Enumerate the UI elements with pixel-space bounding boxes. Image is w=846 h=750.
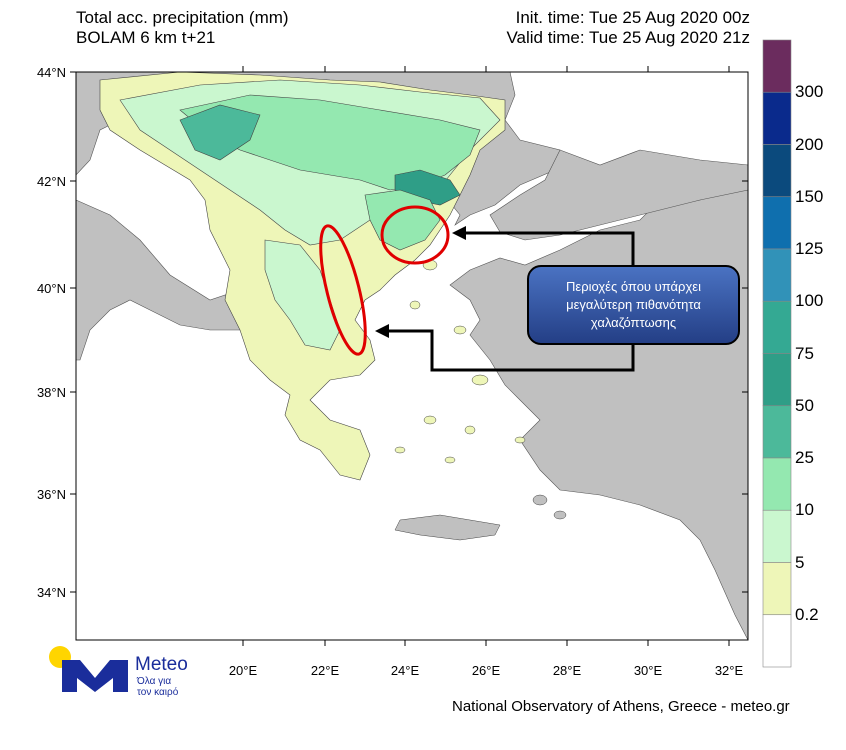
- lon-label-30: 30°E: [634, 663, 663, 678]
- land-precip: [99, 71, 506, 481]
- colorbar-label: 150: [795, 186, 824, 206]
- footer-credit: National Observatory of Athens, Greece -…: [452, 698, 790, 715]
- colorbar-swatch: [762, 509, 792, 563]
- colorbar-swatch: [762, 248, 792, 302]
- init-time: Init. time: Tue 25 Aug 2020 00z: [515, 8, 750, 27]
- lat-label-40: 40°N: [37, 281, 66, 296]
- colorbar-swatch: [762, 562, 792, 616]
- colorbar-label: 25: [795, 448, 814, 467]
- lon-label-20: 20°E: [229, 663, 258, 678]
- colorbar-label: 10: [795, 500, 814, 520]
- colorbar-swatch: [762, 457, 792, 511]
- arrow-head-north: [452, 226, 466, 240]
- lon-label-28: 28°E: [553, 663, 582, 678]
- annotation-line-1: Περιοχές όπου υπάρχει: [566, 279, 701, 294]
- hail-region-west: [319, 224, 367, 356]
- lat-label-38: 38°N: [37, 385, 66, 400]
- islands: [394, 259, 567, 541]
- colorbar-label: 50: [795, 395, 814, 415]
- colorbar-swatch: [762, 196, 792, 250]
- lat-label-44: 44°N: [37, 65, 66, 80]
- annotation-arrows: [388, 231, 635, 372]
- arrow-head-west: [375, 324, 389, 338]
- colorbar-swatch: [762, 405, 792, 459]
- logo-name: Meteo: [135, 654, 188, 675]
- lat-label-34: 34°N: [37, 585, 66, 600]
- lat-ticks: [70, 71, 748, 593]
- lon-ticks: [242, 66, 730, 646]
- colorbar-label: 300: [795, 82, 824, 102]
- colorbar-label: 100: [795, 291, 824, 311]
- annotation-line-2: μεγαλύτερη πιθανότητα: [566, 297, 701, 312]
- colorbar-swatch: [762, 39, 792, 93]
- lon-label-22: 22°E: [311, 663, 340, 678]
- colorbar-swatch: [762, 614, 792, 668]
- colorbar-label: 200: [795, 134, 824, 154]
- annotation-line-3: χαλαζόπτωσης: [590, 315, 677, 330]
- logo-tagline-1: Όλα για: [137, 676, 172, 687]
- colorbar-label: 0.2: [795, 604, 819, 624]
- logo-tagline-2: τον καιρό: [137, 687, 179, 698]
- hail-annotation-box: Περιοχές όπου υπάρχει μεγαλύτερη πιθανότ…: [527, 265, 740, 345]
- colorbar-label: 125: [795, 239, 824, 258]
- lat-label-42: 42°N: [37, 174, 66, 189]
- title-model: BOLAM 6 km t+21: [76, 28, 216, 47]
- valid-time: Valid time: Tue 25 Aug 2020 21z: [506, 28, 750, 47]
- lon-label-32: 32°E: [715, 663, 744, 678]
- colorbar: [762, 39, 792, 668]
- colorbar-swatch: [762, 144, 792, 198]
- colorbar-swatch: [762, 300, 792, 354]
- colorbar-swatch: [762, 91, 792, 145]
- hail-region-north: [380, 205, 450, 265]
- lat-label-36: 36°N: [37, 487, 66, 502]
- colorbar-label: 75: [795, 343, 814, 363]
- colorbar-swatch: [762, 353, 792, 407]
- lon-label-24: 24°E: [391, 663, 420, 678]
- logo-m-icon: [62, 660, 128, 692]
- colorbar-label: 5: [795, 552, 805, 572]
- lon-label-26: 26°E: [472, 663, 501, 678]
- title-variable: Total acc. precipitation (mm): [76, 8, 289, 27]
